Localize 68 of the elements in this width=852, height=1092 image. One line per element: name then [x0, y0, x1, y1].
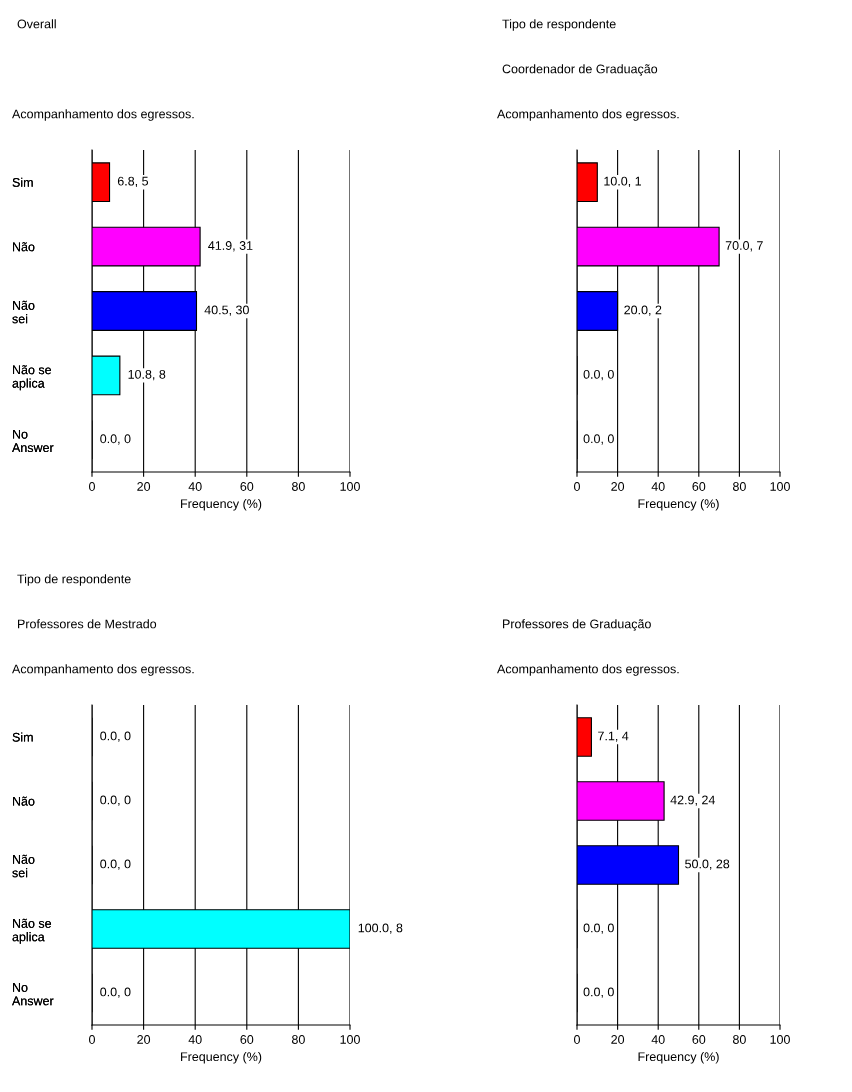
chart-title: Overall: [17, 19, 56, 29]
data-label: 100.0, 8: [358, 923, 403, 934]
text: Acompanhamento dos egressos.: [497, 109, 679, 121]
x-tick-label: 60: [692, 1035, 706, 1044]
y-tick-label: Não sei: [12, 854, 35, 878]
x-tick-label: 40: [188, 1035, 202, 1044]
x-tick-label: 60: [240, 482, 254, 491]
x-tick-label: 60: [240, 1035, 254, 1044]
y-tick-label: Sim: [12, 732, 33, 742]
x-tick-label: 80: [732, 1035, 746, 1044]
y-tick-label: No Answer: [12, 429, 54, 453]
y-tick-label: Não: [13, 242, 35, 252]
data-label: 6.8, 5: [117, 176, 149, 188]
x-tick-label: 0: [89, 1035, 95, 1044]
data-label: 0.0, 0: [100, 731, 131, 742]
x-tick-label: 20: [611, 1035, 625, 1044]
x-tick-label: 20: [611, 482, 625, 491]
data-label: 0.0, 0: [100, 859, 131, 870]
x-tick-label: 80: [732, 482, 746, 491]
x-tick-label: 0: [574, 1035, 580, 1044]
x-axis-title: Frequency (%): [638, 1051, 719, 1064]
data-label: 10.8, 8: [128, 369, 166, 381]
data-label: 0.0, 0: [100, 434, 131, 445]
chart-subtitle: Professores de Graduação: [503, 619, 651, 631]
data-label: 20.0, 2: [624, 305, 662, 316]
x-tick-label: 100: [340, 1035, 360, 1044]
data-label: 50.0, 28: [685, 859, 730, 870]
data-label: 0.0, 0: [100, 987, 131, 998]
data-label: 42.9, 24: [670, 795, 715, 806]
data-label: 0.0, 0: [100, 795, 131, 806]
data-label: 0.0, 0: [583, 987, 614, 998]
x-axis-title: Frequency (%): [181, 1051, 262, 1064]
x-axis-title: Frequency (%): [638, 498, 719, 511]
data-label: 70.0, 7: [725, 241, 763, 252]
text: Acompanhamento dos egressos.: [12, 109, 194, 121]
x-tick-label: 80: [291, 1035, 305, 1044]
x-tick-label: 100: [770, 1035, 790, 1044]
x-tick-label: 40: [651, 482, 665, 491]
x-tick-label: 40: [651, 1035, 665, 1044]
x-tick-label: 20: [137, 1035, 151, 1044]
data-label: 0.0, 0: [583, 369, 614, 381]
y-tick-label: Sim: [12, 177, 33, 187]
y-tick-label: No Answer: [12, 983, 54, 1006]
x-axis-title: Frequency (%): [181, 498, 262, 511]
data-label: 40.5, 30: [204, 305, 249, 316]
text: Acompanhamento dos egressos.: [12, 664, 194, 676]
y-tick-label: Não: [13, 796, 35, 806]
x-tick-label: 20: [137, 482, 151, 491]
x-tick-label: 0: [574, 482, 580, 491]
data-label: 10.0, 1: [604, 176, 642, 188]
data-label: 0.0, 0: [583, 434, 614, 445]
text: Acompanhamento dos egressos.: [497, 664, 679, 676]
y-tick-label: Não se aplica: [12, 365, 52, 391]
x-tick-label: 100: [340, 482, 360, 491]
chart-subtitle: Coordenador de Graduação: [502, 64, 658, 76]
x-tick-label: 100: [770, 482, 790, 491]
x-tick-label: 80: [291, 482, 305, 491]
x-tick-label: 0: [89, 482, 95, 491]
chart-title: Tipo de respondente: [502, 19, 616, 31]
data-label: 41.9, 31: [208, 241, 253, 252]
data-label: 0.0, 0: [583, 923, 614, 934]
chart-title: Tipo de respondente: [17, 574, 131, 586]
x-tick-label: 60: [692, 482, 706, 491]
y-tick-label: Não se aplica: [12, 918, 52, 944]
x-tick-label: 40: [188, 482, 202, 491]
data-label: 7.1, 4: [598, 731, 629, 742]
chart-subtitle: Professores de Mestrado: [18, 619, 157, 629]
y-tick-label: Não sei: [12, 300, 35, 324]
